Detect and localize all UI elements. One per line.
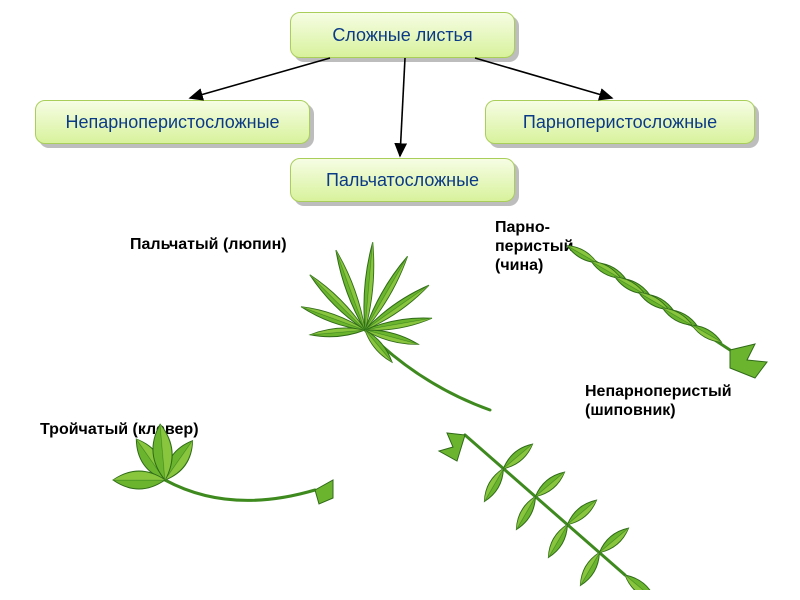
right-box-label: Парноперистосложные — [523, 112, 717, 133]
center-box: Пальчатосложные — [290, 158, 515, 202]
leaf-palmate — [260, 235, 495, 435]
right-box: Парноперистосложные — [485, 100, 755, 144]
center-box-label: Пальчатосложные — [326, 170, 479, 191]
leaf-paripinnate — [555, 230, 770, 390]
leaf-trifoliate — [110, 420, 340, 565]
root-box: Сложные листья — [290, 12, 515, 58]
left-box: Непарноперистосложные — [35, 100, 310, 144]
root-box-label: Сложные листья — [332, 25, 472, 46]
left-box-label: Непарноперистосложные — [65, 112, 279, 133]
leaf-imparipinnate — [430, 415, 660, 590]
